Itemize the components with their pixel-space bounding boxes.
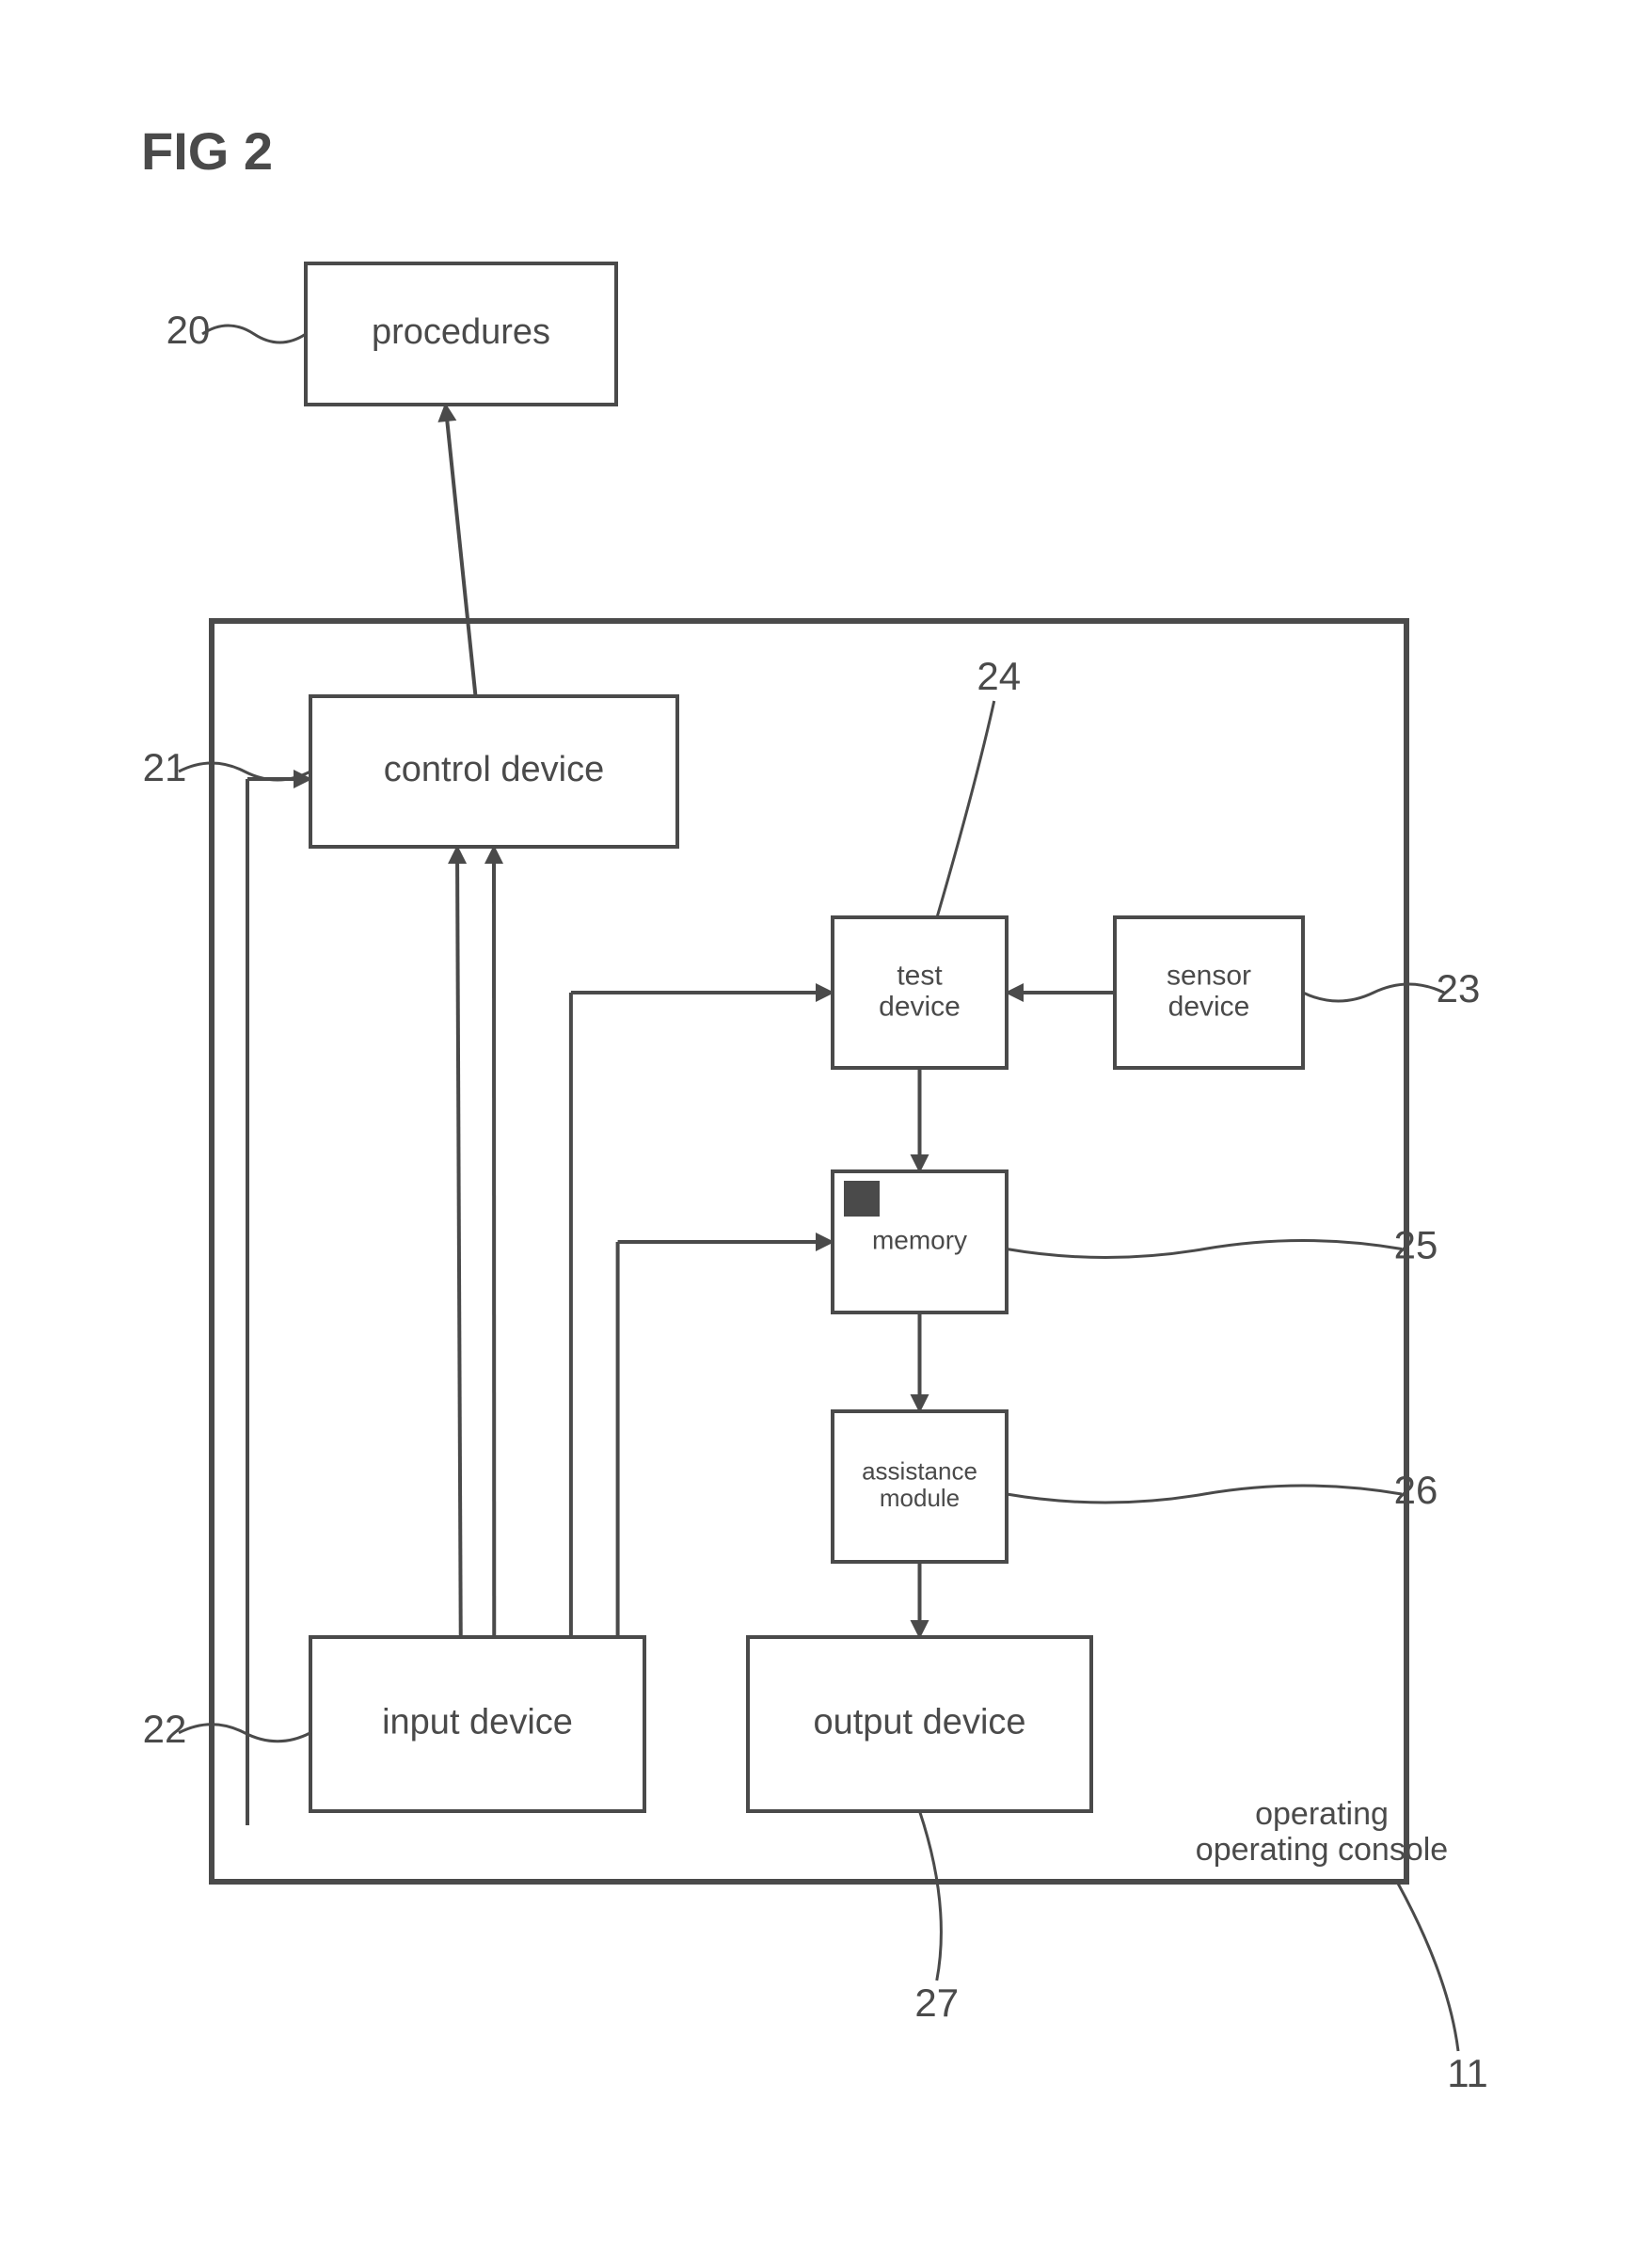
ref-25-ref: 25 — [1394, 1223, 1438, 1267]
memory-chip-icon — [844, 1181, 880, 1217]
ref-22-lead — [179, 1725, 310, 1742]
ref-24-ref: 24 — [977, 654, 1021, 698]
input-device-label: input device — [382, 1703, 573, 1742]
memory-label: memory — [872, 1225, 967, 1254]
ref-23-lead — [1303, 984, 1444, 1001]
ref-21-lead — [179, 763, 310, 780]
operating-console-label-1: operating — [1255, 1796, 1389, 1832]
ref-26-lead — [1007, 1486, 1402, 1503]
edge-input-to-control-a — [457, 847, 461, 1637]
ref-27-lead — [920, 1811, 942, 1981]
ref-11-lead — [1397, 1882, 1458, 2051]
assistance-module-label-1: assistance — [862, 1457, 977, 1486]
ref-25-lead — [1007, 1241, 1402, 1258]
assistance-module-label-2: module — [880, 1484, 960, 1512]
operating-console-label-2: operating console — [1196, 1832, 1448, 1868]
ref-21-ref: 21 — [143, 745, 187, 789]
control-device-label: control device — [384, 750, 604, 789]
edge-control-to-procedures — [446, 405, 476, 696]
procedures-label: procedures — [372, 312, 550, 352]
ref-26-ref: 26 — [1394, 1468, 1438, 1512]
sensor-device-label-1: sensor — [1167, 960, 1251, 991]
test-device-label-2: device — [879, 991, 961, 1022]
ref-24-lead — [937, 701, 994, 917]
ref-20-lead — [202, 326, 306, 342]
figure-title: FIG 2 — [141, 121, 273, 181]
test-device-label-1: test — [897, 960, 943, 991]
ref-22-ref: 22 — [143, 1707, 187, 1751]
ref-20-ref: 20 — [167, 308, 211, 352]
sensor-device-label-2: device — [1168, 991, 1250, 1022]
operating-console-box — [212, 621, 1406, 1882]
ref-11-ref: 11 — [1447, 2051, 1488, 2095]
output-device-label: output device — [813, 1703, 1025, 1742]
ref-27-ref: 27 — [914, 1981, 959, 2025]
ref-23-ref: 23 — [1437, 966, 1481, 1010]
